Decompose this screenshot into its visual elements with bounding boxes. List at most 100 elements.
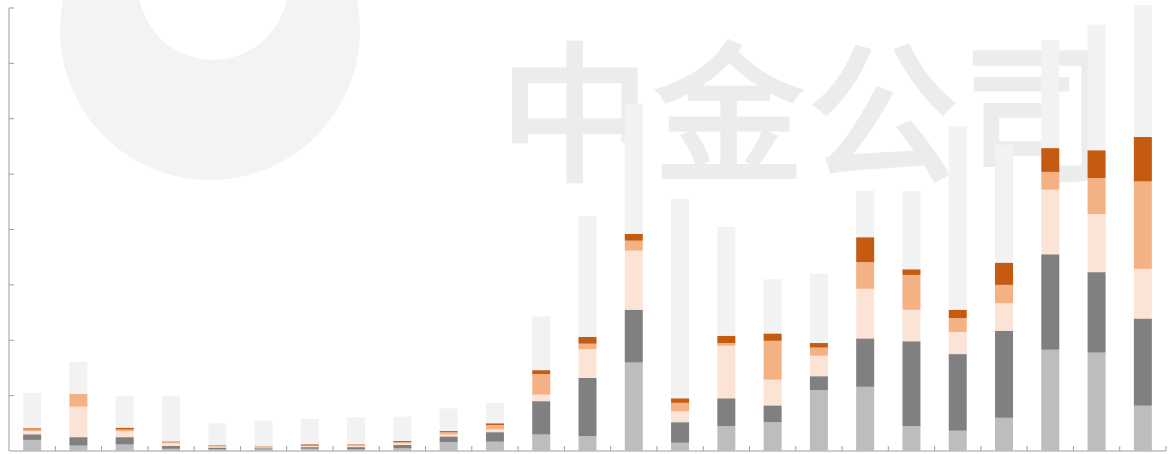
bar-segment-2-10: [439, 436, 458, 443]
bar-segment-3-5: [208, 446, 227, 448]
bar-segment-6-19: [856, 190, 875, 238]
bar-segment-1-6: [254, 449, 273, 451]
bar-segment-5-5: [208, 445, 227, 447]
bar-segment-5-17: [763, 333, 782, 341]
bar-segment-3-11: [485, 429, 504, 433]
bar-segment-2-14: [624, 309, 643, 363]
bar-segment-1-23: [1041, 349, 1060, 451]
bar-segment-1-12: [532, 434, 551, 451]
bar-segment-5-14: [624, 233, 643, 241]
bar-segment-4-20: [902, 274, 921, 310]
bar-segment-1-22: [995, 417, 1014, 451]
bar-segment-4-1: [23, 429, 42, 432]
bar-segment-5-10: [439, 431, 458, 433]
bar-segment-1-5: [208, 449, 227, 451]
bar-segment-6-3: [115, 396, 134, 428]
bar-segment-2-18: [809, 376, 828, 391]
bar-segment-3-20: [902, 309, 921, 342]
bar-segment-1-7: [300, 448, 319, 451]
bar-segment-5-4: [161, 441, 180, 443]
bar-segment-3-13: [578, 349, 597, 378]
bar-segment-4-11: [485, 424, 504, 430]
bar-segment-5-21: [948, 309, 967, 319]
bar-segment-2-13: [578, 377, 597, 437]
bar-segment-1-24: [1087, 352, 1106, 451]
bar-segment-2-16: [717, 398, 736, 427]
bar-segment-2-7: [300, 447, 319, 449]
bar-segment-6-14: [624, 103, 643, 234]
bar-segment-4-6: [254, 447, 273, 448]
bar-segment-4-18: [809, 347, 828, 356]
bar-segment-3-12: [532, 394, 551, 402]
bar-segment-2-4: [161, 446, 180, 449]
bar-segment-5-8: [347, 444, 366, 445]
bar-segment-4-23: [1041, 171, 1060, 190]
bar-segment-6-13: [578, 216, 597, 337]
bar-segment-4-16: [717, 343, 736, 346]
bar-segment-5-24: [1087, 150, 1106, 179]
bar-segment-1-3: [115, 444, 134, 451]
bar-segment-4-22: [995, 284, 1014, 304]
bar-segment-3-25: [1133, 268, 1152, 319]
bar-segment-6-9: [393, 416, 412, 442]
bar-segment-5-16: [717, 335, 736, 344]
bar-segment-2-6: [254, 448, 273, 450]
bar-segment-3-9: [393, 443, 412, 445]
bar-segment-3-15: [671, 411, 690, 423]
bar-segment-6-23: [1041, 40, 1060, 149]
bar-segment-1-19: [856, 386, 875, 451]
bar-segment-2-9: [393, 444, 412, 449]
bar-segment-6-21: [948, 126, 967, 310]
bar-segment-2-21: [948, 354, 967, 431]
bar-segment-6-8: [347, 417, 366, 445]
bar-segment-2-17: [763, 405, 782, 423]
bar-segment-1-8: [347, 449, 366, 451]
bar-segment-5-23: [1041, 148, 1060, 172]
bar-series: [23, 5, 1152, 451]
bar-segment-1-16: [717, 426, 736, 451]
bar-segment-1-4: [161, 448, 180, 451]
bar-segment-3-24: [1087, 213, 1106, 273]
bar-segment-3-3: [115, 431, 134, 438]
bar-segment-6-24: [1087, 24, 1106, 151]
bar-segment-5-9: [393, 441, 412, 443]
bar-segment-2-11: [485, 432, 504, 442]
bar-segment-2-20: [902, 341, 921, 427]
bar-segment-5-6: [254, 446, 273, 448]
bar-segment-2-12: [532, 401, 551, 435]
bar-segment-4-7: [300, 445, 319, 447]
bar-segment-6-20: [902, 191, 921, 270]
bar-segment-5-11: [485, 423, 504, 425]
bar-segment-6-25: [1133, 5, 1152, 138]
bar-segment-1-15: [671, 442, 690, 451]
bar-segment-5-22: [995, 262, 1014, 285]
bar-segment-3-1: [23, 431, 42, 435]
bar-segment-5-1: [23, 428, 42, 430]
y-axis: [8, 7, 14, 452]
bar-segment-6-12: [532, 316, 551, 371]
bar-segment-3-16: [717, 345, 736, 399]
bar-segment-1-14: [624, 362, 643, 451]
bar-segment-4-21: [948, 318, 967, 332]
bar-segment-5-13: [578, 336, 597, 344]
bar-segment-3-18: [809, 355, 828, 377]
bar-segment-6-22: [995, 144, 1014, 263]
bar-segment-5-15: [671, 398, 690, 403]
bar-segment-3-17: [763, 379, 782, 406]
bar-segment-1-21: [948, 430, 967, 451]
bar-segment-4-9: [393, 442, 412, 444]
bar-segment-2-2: [69, 437, 88, 446]
bar-segment-6-10: [439, 408, 458, 432]
bar-segment-6-4: [161, 395, 180, 442]
bar-segment-4-14: [624, 240, 643, 251]
bar-segment-1-1: [23, 439, 42, 451]
bar-segment-3-6: [254, 447, 273, 449]
bar-segment-4-24: [1087, 178, 1106, 214]
bar-segment-1-13: [578, 436, 597, 451]
bar-segment-4-19: [856, 262, 875, 289]
bar-segment-1-2: [69, 445, 88, 451]
bar-segment-2-22: [995, 330, 1014, 418]
bar-segment-4-10: [439, 432, 458, 435]
bar-segment-6-1: [23, 392, 42, 429]
bar-segment-5-18: [809, 343, 828, 348]
